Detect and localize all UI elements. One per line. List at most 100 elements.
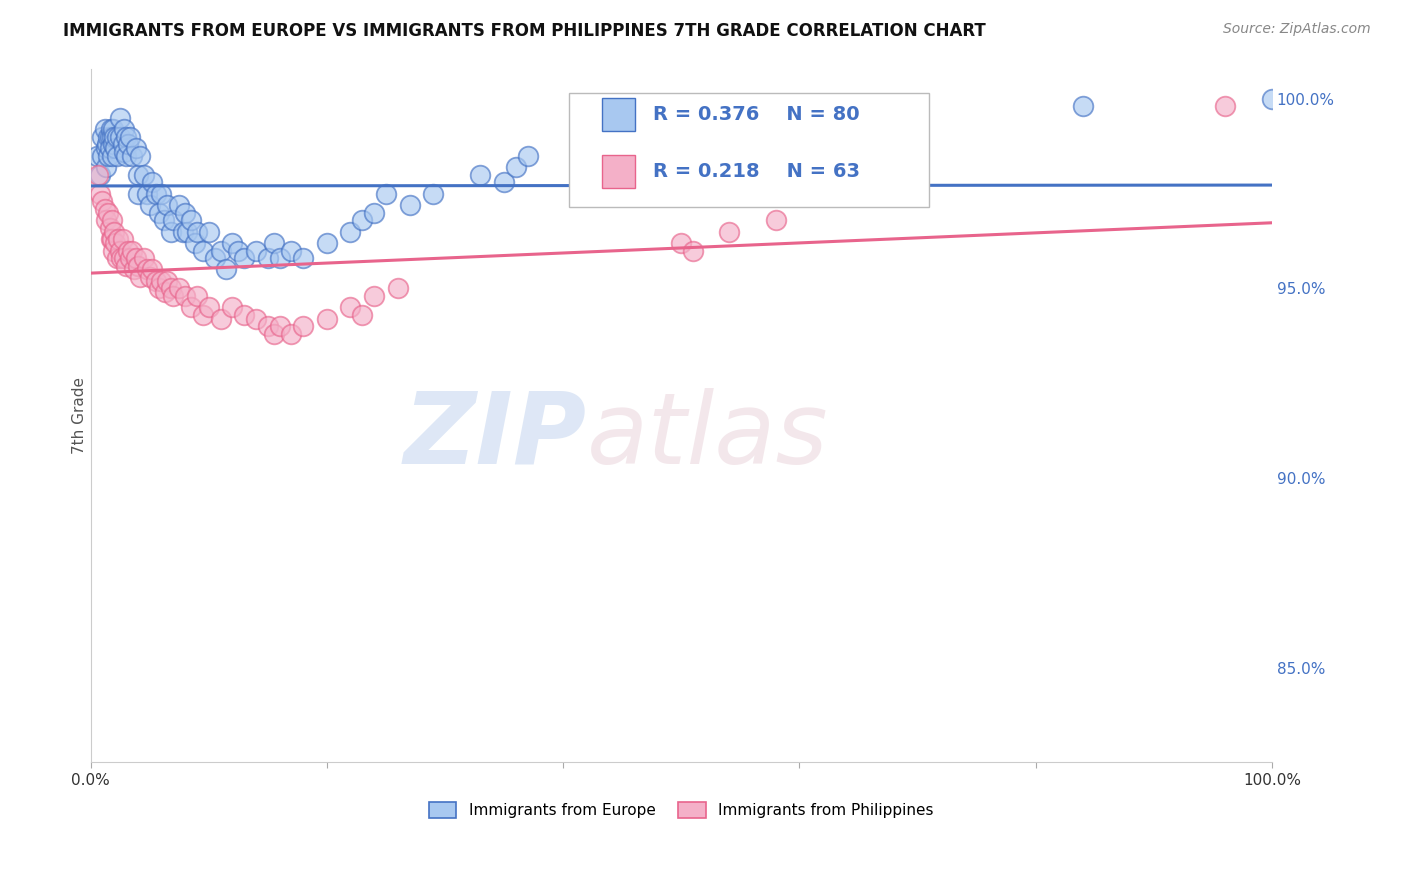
Point <box>89 168 111 182</box>
Point <box>94 202 117 216</box>
Point <box>94 213 117 227</box>
Point <box>141 262 163 277</box>
Point <box>117 244 139 258</box>
Point <box>215 262 238 277</box>
Point <box>1213 99 1236 113</box>
Point <box>124 141 146 155</box>
Point <box>101 137 124 152</box>
Point <box>148 281 170 295</box>
Point <box>107 232 129 246</box>
Point <box>280 326 302 341</box>
Point <box>150 186 173 201</box>
Point <box>103 129 125 144</box>
Point <box>124 251 146 265</box>
Point <box>111 137 134 152</box>
Point <box>127 186 149 201</box>
Point <box>186 225 208 239</box>
Point <box>124 262 146 277</box>
Point <box>315 235 337 250</box>
Point <box>127 259 149 273</box>
Point <box>117 137 139 152</box>
Point <box>245 311 267 326</box>
Point <box>226 244 249 258</box>
Point <box>91 194 114 209</box>
Point <box>101 244 124 258</box>
Point <box>1261 92 1284 106</box>
Point <box>174 205 197 219</box>
Point <box>132 251 155 265</box>
Point <box>180 213 202 227</box>
Point <box>339 301 361 315</box>
Point <box>269 319 291 334</box>
Point <box>256 319 278 334</box>
Point <box>494 175 516 189</box>
Point <box>233 251 256 265</box>
Point <box>145 274 167 288</box>
FancyBboxPatch shape <box>602 97 636 131</box>
Point <box>138 270 160 285</box>
Point <box>136 186 159 201</box>
Point <box>245 244 267 258</box>
Point <box>108 111 131 125</box>
Point <box>118 251 141 265</box>
Point <box>516 149 538 163</box>
Point <box>98 220 121 235</box>
Point <box>101 149 124 163</box>
Y-axis label: 7th Grade: 7th Grade <box>72 377 87 454</box>
Point <box>98 141 121 155</box>
Point <box>256 251 278 265</box>
Point <box>148 205 170 219</box>
Point <box>115 259 138 273</box>
Point <box>505 160 527 174</box>
Point <box>162 213 184 227</box>
Point <box>398 198 420 212</box>
Point <box>105 129 128 144</box>
Point <box>280 244 302 258</box>
Legend: Immigrants from Europe, Immigrants from Philippines: Immigrants from Europe, Immigrants from … <box>423 796 939 824</box>
Point <box>132 168 155 182</box>
Point <box>127 168 149 182</box>
Point <box>765 213 787 227</box>
Point <box>172 225 194 239</box>
Point <box>96 137 118 152</box>
Point <box>292 251 315 265</box>
Point <box>105 149 128 163</box>
Point <box>209 244 232 258</box>
Point <box>176 225 198 239</box>
Point <box>470 168 492 182</box>
Point <box>97 205 120 219</box>
Point <box>110 251 132 265</box>
Point <box>209 311 232 326</box>
Point <box>129 149 152 163</box>
Point <box>717 225 740 239</box>
Point <box>1071 99 1094 113</box>
Point <box>150 274 173 288</box>
Point <box>91 129 114 144</box>
Point <box>162 289 184 303</box>
Point <box>97 129 120 144</box>
Point <box>221 235 243 250</box>
Point <box>105 251 128 265</box>
Point <box>94 141 117 155</box>
Point <box>339 225 361 239</box>
Point <box>160 225 183 239</box>
Point <box>101 232 124 246</box>
Point <box>153 213 176 227</box>
Point <box>104 235 127 250</box>
Point <box>101 213 124 227</box>
Point <box>89 186 111 201</box>
Point <box>263 235 285 250</box>
Point <box>108 129 131 144</box>
Point <box>100 122 122 136</box>
Point <box>118 129 141 144</box>
Point <box>160 281 183 295</box>
Point <box>671 235 693 250</box>
Text: atlas: atlas <box>586 388 828 484</box>
Point <box>141 175 163 189</box>
Point <box>186 289 208 303</box>
Point <box>183 235 205 250</box>
Point <box>180 301 202 315</box>
Text: R = 0.376    N = 80: R = 0.376 N = 80 <box>652 105 859 124</box>
Point <box>100 232 122 246</box>
FancyBboxPatch shape <box>602 154 636 188</box>
